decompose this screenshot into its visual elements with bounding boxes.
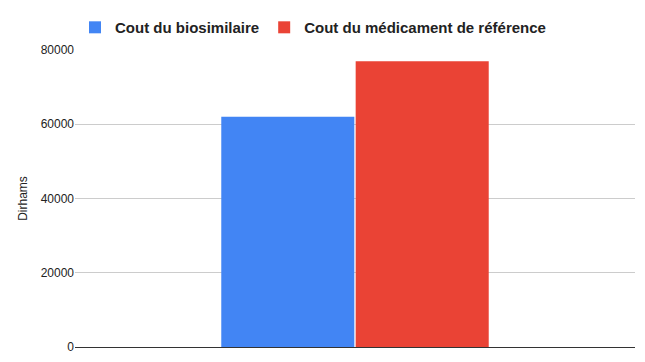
svg-text:Cout du biosimilaire: Cout du biosimilaire — [115, 19, 259, 36]
svg-text:0: 0 — [67, 340, 74, 354]
svg-text:Dirhams: Dirhams — [16, 176, 30, 221]
svg-text:40000: 40000 — [41, 192, 75, 206]
svg-text:80000: 80000 — [41, 43, 75, 57]
svg-text:Cout du médicament de référenc: Cout du médicament de référence — [304, 19, 546, 36]
svg-text:60000: 60000 — [41, 117, 75, 131]
svg-text:20000: 20000 — [41, 266, 75, 280]
